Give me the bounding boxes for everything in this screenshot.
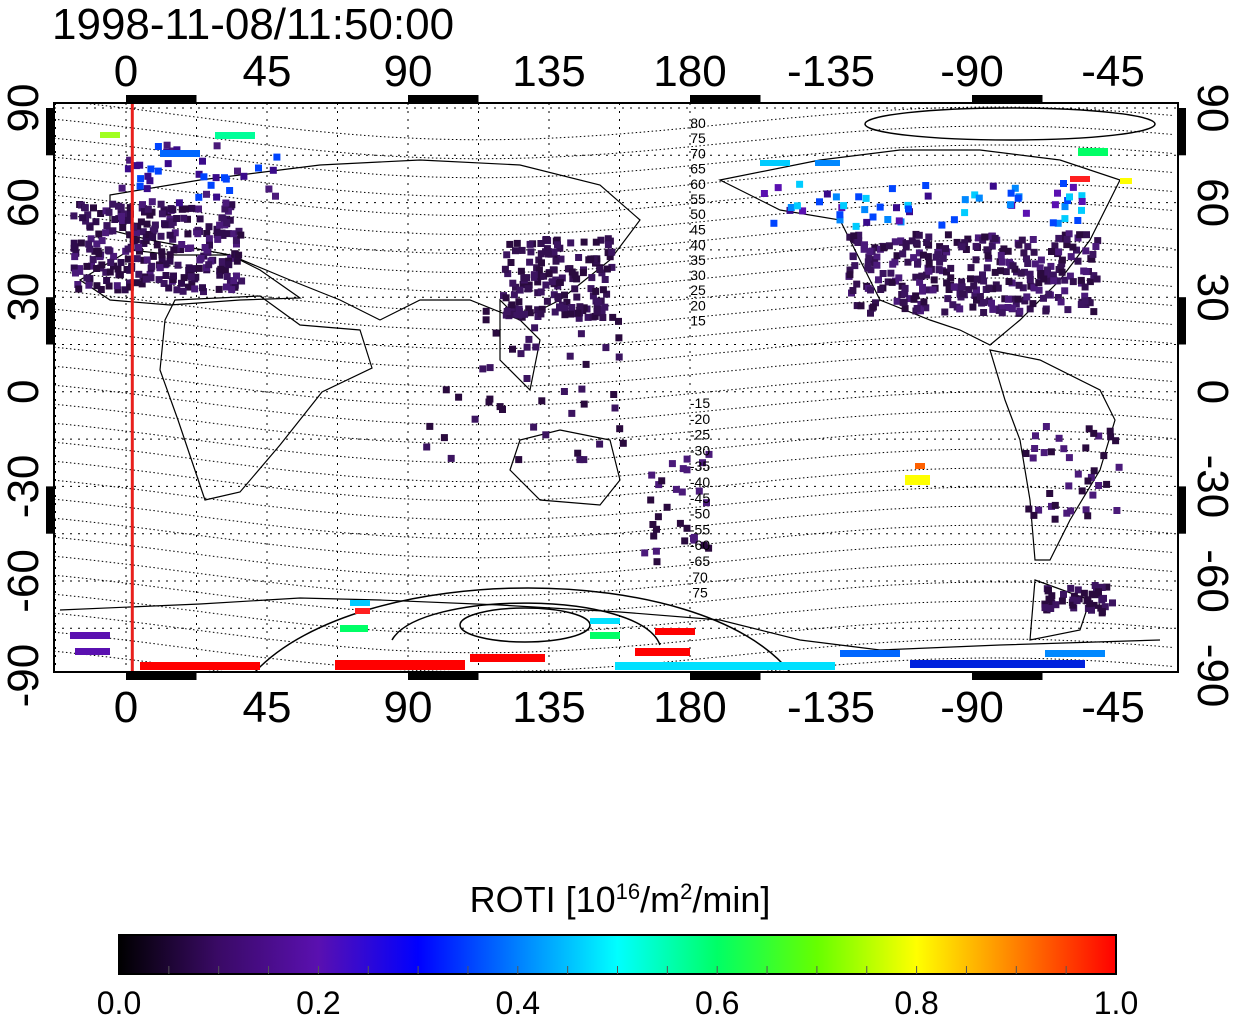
contour-label: 75: [690, 130, 706, 146]
map-title: 1998-11-08/11:50:00: [52, 0, 455, 49]
lat-tick-left: -60: [0, 549, 48, 613]
lat-tick-right: 30: [1188, 273, 1237, 322]
contour-label: -30: [690, 442, 710, 458]
lon-tick-top: 45: [243, 47, 292, 96]
lat-tick-left: -30: [0, 455, 48, 519]
lat-tick-right: 0: [1188, 380, 1237, 404]
colorbar-tick-label: 0.4: [495, 985, 541, 1021]
contour-label: -35: [690, 458, 710, 474]
colorbar-tick-marks: [168, 966, 1067, 974]
map-frame: [54, 103, 1178, 672]
lon-tick-top: -90: [940, 47, 1004, 96]
contour-label: -50: [690, 506, 710, 522]
contour-label: 70: [690, 145, 706, 161]
contour-label: 25: [690, 282, 706, 298]
axis-tick-labels: 0045459090135135180180-135-135-90-90-45-…: [0, 47, 1237, 732]
contour-label: 70: [692, 569, 708, 585]
contour-label: 65: [690, 161, 706, 177]
contour-label: 50: [690, 206, 706, 222]
lon-tick-bottom: 135: [512, 683, 585, 732]
colorbar-tick-label: 0.0: [96, 985, 142, 1021]
lon-tick-top: -45: [1081, 47, 1145, 96]
contour-label: -25: [690, 427, 710, 443]
lat-tick-right: -60: [1188, 549, 1237, 613]
contour-label: -40: [690, 474, 710, 490]
contour-label: 45: [690, 221, 706, 237]
contour-label: 55: [690, 191, 706, 207]
lat-tick-left: -90: [0, 644, 48, 708]
contour-label: 15: [690, 313, 706, 329]
contour-label: -15: [690, 395, 710, 411]
lat-tick-left: 30: [0, 273, 48, 322]
contour-label: 60: [690, 176, 706, 192]
lon-tick-top: 90: [384, 47, 433, 96]
contour-label: 75: [692, 585, 708, 601]
roti-data-cells: [70, 132, 1132, 670]
lat-tick-left: 0: [0, 380, 48, 404]
lon-tick-bottom: -135: [787, 683, 875, 732]
contour-label: -45: [690, 490, 710, 506]
contour-labels: 8075706560555045403530252015-15-20-25-30…: [690, 115, 710, 601]
lat-tick-right: -30: [1188, 455, 1237, 519]
lon-tick-bottom: -45: [1081, 683, 1145, 732]
contour-label: -55: [690, 521, 710, 537]
contour-label: 30: [690, 267, 706, 283]
lat-tick-right: -90: [1188, 644, 1237, 708]
lat-tick-right: 60: [1188, 178, 1237, 227]
contour-label: -65: [690, 553, 710, 569]
lon-tick-bottom: 0: [114, 683, 138, 732]
lat-tick-left: 60: [0, 178, 48, 227]
contour-label: -60: [690, 537, 710, 553]
lon-tick-top: 0: [114, 47, 138, 96]
colorbar-tick-label: 0.2: [296, 985, 341, 1021]
lon-tick-bottom: 180: [653, 683, 726, 732]
lat-tick-left: 90: [0, 84, 48, 133]
lon-tick-bottom: 45: [243, 683, 292, 732]
lon-tick-bottom: 90: [384, 683, 433, 732]
lat-tick-right: 90: [1188, 84, 1237, 133]
colorbar-title: ROTI [1016/m2/min]: [469, 879, 771, 920]
contour-label: 40: [690, 237, 706, 253]
contour-label: 20: [690, 297, 706, 313]
map-border: [46, 95, 1186, 680]
contour-label: 35: [690, 252, 706, 268]
lon-tick-bottom: -90: [940, 683, 1004, 732]
colorbar-tick-label: 1.0: [1093, 985, 1139, 1021]
lon-tick-top: -135: [787, 47, 875, 96]
lon-tick-top: 180: [653, 47, 726, 96]
colorbar-tick-label: 0.6: [694, 985, 740, 1021]
contour-label: -20: [690, 411, 710, 427]
lon-tick-top: 135: [512, 47, 585, 96]
contour-label: 80: [690, 115, 706, 131]
colorbar-tick-label: 0.8: [894, 985, 939, 1021]
magnetic-latitude-contours: [54, 103, 1175, 672]
